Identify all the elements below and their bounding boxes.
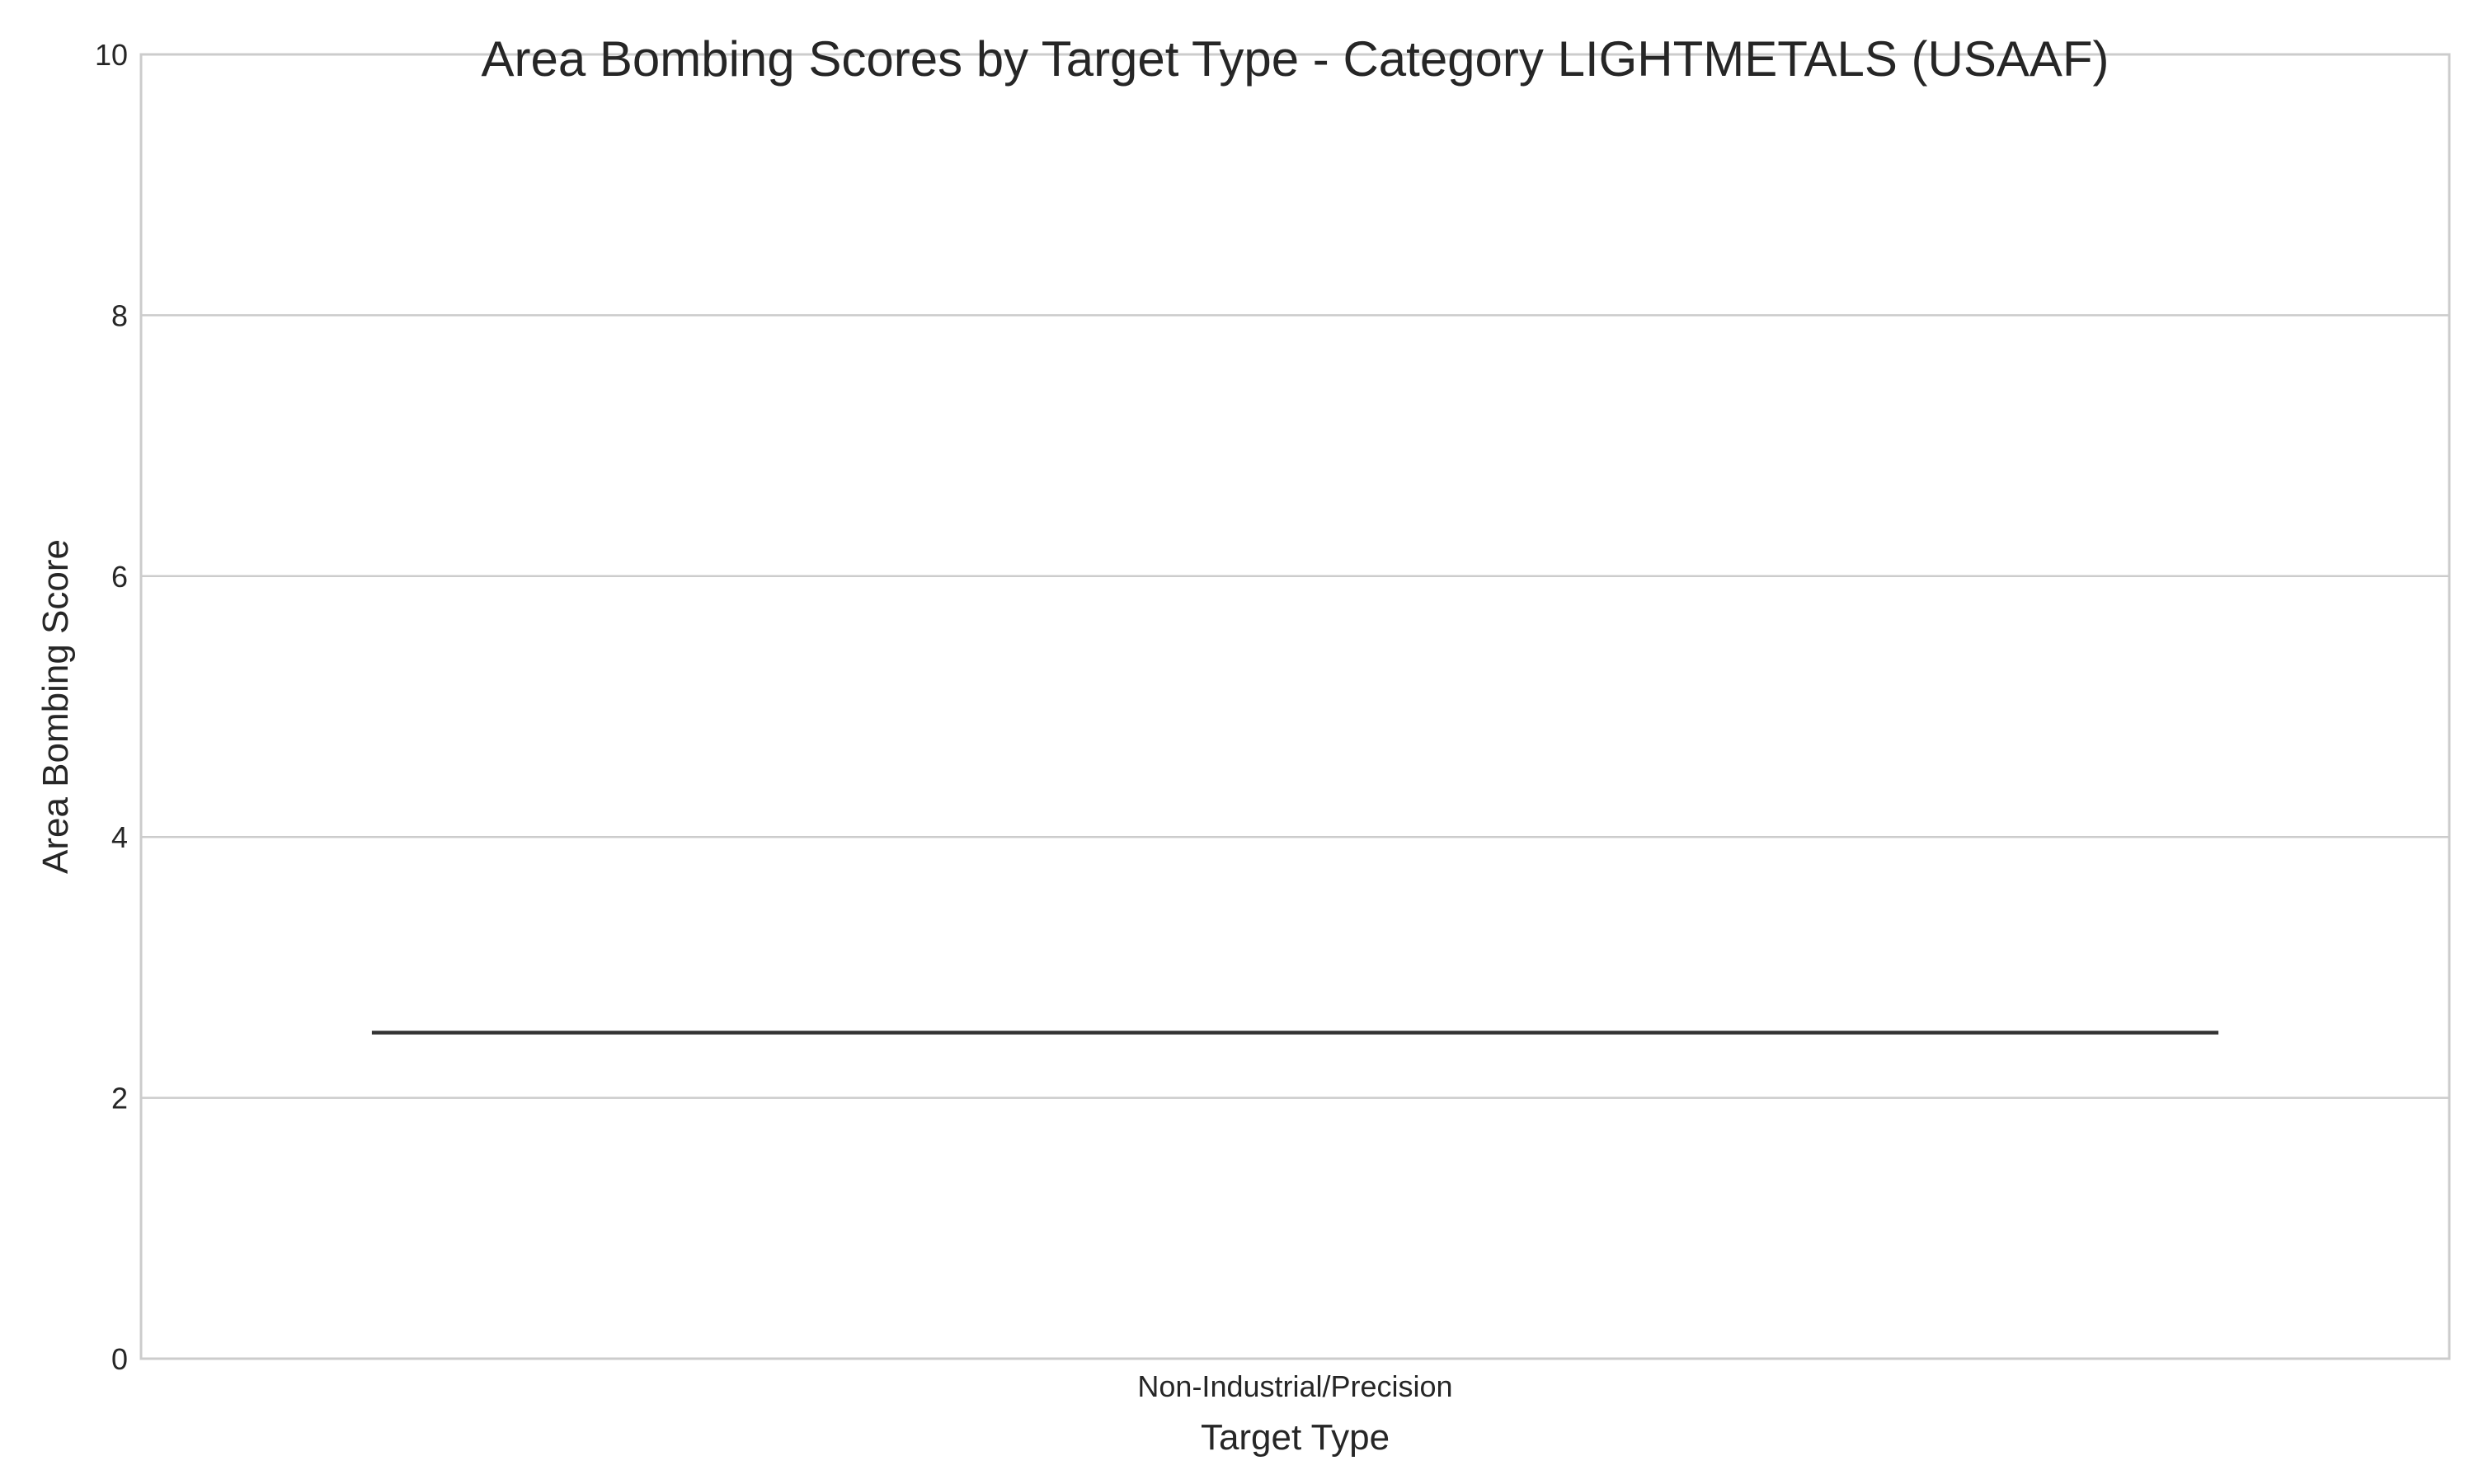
y-tick-labels: 0 2 4 6 8 10 — [95, 38, 128, 1376]
y-tick-label: 6 — [111, 560, 128, 594]
grid-layer — [141, 314, 2449, 1099]
plot-frame — [139, 53, 2451, 1360]
y-tick-label: 8 — [111, 298, 128, 332]
chart-title: Area Bombing Scores by Target Type - Cat… — [481, 31, 2109, 87]
y-axis-label: Area Bombing Score — [35, 539, 76, 874]
y-tick-label: 0 — [111, 1342, 128, 1376]
x-tick-label: Non-Industrial/Precision — [1137, 1369, 1452, 1403]
y-tick-label: 10 — [95, 38, 128, 72]
y-tick-label: 4 — [111, 820, 128, 854]
x-tick-labels: Non-Industrial/Precision — [1137, 1369, 1452, 1403]
x-axis-label: Target Type — [1201, 1417, 1390, 1458]
y-tick-label: 2 — [111, 1082, 128, 1115]
